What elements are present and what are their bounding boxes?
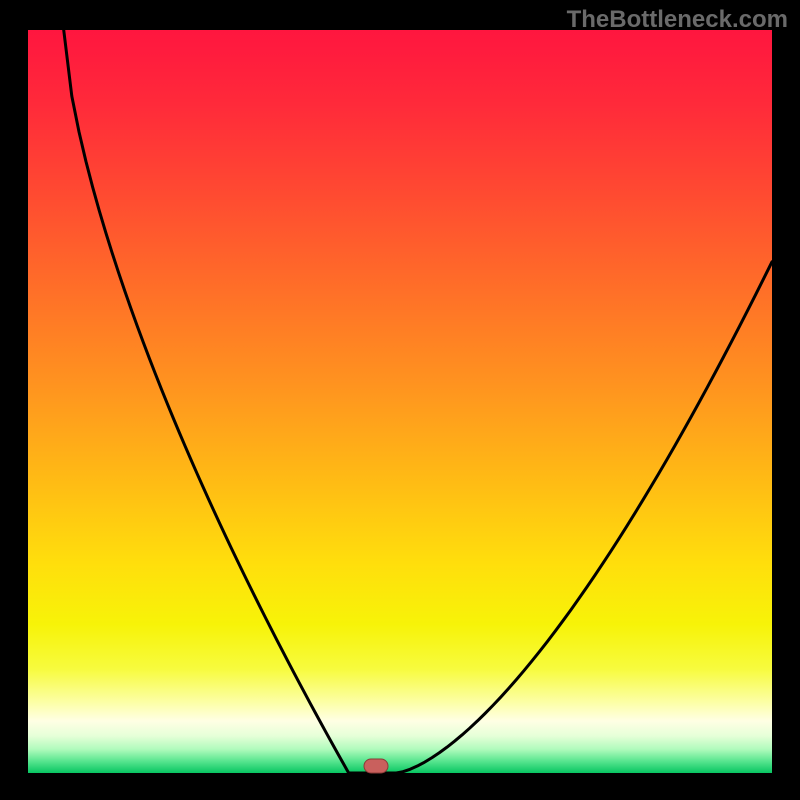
bottleneck-curve: [28, 30, 772, 773]
heatmap-plot-area: [28, 30, 772, 773]
optimum-marker: [363, 758, 389, 774]
watermark-text: TheBottleneck.com: [567, 6, 788, 34]
